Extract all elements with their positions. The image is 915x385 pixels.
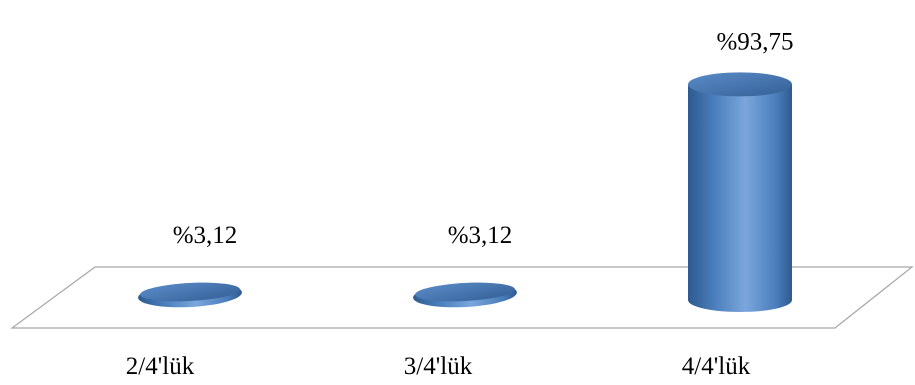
category-label: 2/4'lük [126, 353, 195, 380]
chart-floor [10, 266, 914, 329]
bar-series [138, 72, 792, 312]
data-labels: %3,12 %3,12 %93,75 [173, 28, 794, 249]
bar-2 [413, 282, 517, 308]
bar-3 [688, 72, 792, 312]
bar-disc-top [415, 282, 515, 302]
data-label: %3,12 [448, 222, 513, 249]
data-label: %93,75 [716, 28, 793, 55]
category-label: 3/4'lük [404, 353, 473, 380]
bar-body [688, 84, 792, 312]
bar-top [688, 72, 792, 97]
data-label: %3,12 [173, 222, 238, 249]
bar-disc-top [140, 282, 240, 302]
category-labels: 2/4'lük 3/4'lük 4/4'lük [126, 353, 751, 380]
bar-1 [138, 282, 242, 308]
category-label: 4/4'lük [682, 353, 751, 380]
